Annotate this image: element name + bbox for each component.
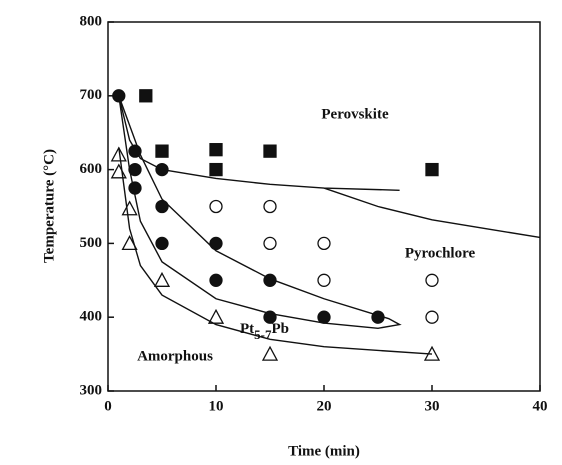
marker [425,310,439,324]
boundary-curve [323,187,541,239]
marker [425,273,439,287]
boundary-curve [118,147,433,355]
plot-frame [107,21,541,392]
marker [139,89,153,103]
y-tick-label: 700 [80,87,103,103]
x-tick-label: 30 [425,398,440,414]
region-label: Amorphous [137,348,213,364]
marker [209,162,223,177]
x-tick-label: 20 [317,398,332,414]
x-tick-label: 40 [533,398,548,414]
marker [317,310,331,324]
x-tick-label: 0 [104,398,112,414]
region-label: Pyrochlore [405,245,476,261]
marker [209,143,223,157]
marker [317,236,331,251]
x-tick-label: 10 [209,398,224,414]
marker [425,162,439,177]
marker [155,199,169,214]
marker [261,345,279,361]
marker [155,236,169,251]
marker [317,273,331,287]
marker [155,144,169,158]
y-axis-label: Temperature (°C) [41,149,57,263]
marker [110,146,127,162]
label-part: Pt [240,321,254,337]
label-part: Pb [272,321,290,337]
marker [207,308,225,324]
marker [263,144,277,158]
marker [110,163,127,179]
boundary-curve [118,95,400,191]
marker [209,236,223,251]
marker [263,236,277,251]
y-tick-label: 500 [80,235,103,251]
region-label: Perovskite [321,106,389,122]
label-subscript: 5-7 [254,327,272,342]
marker [153,271,171,287]
marker [121,200,138,216]
marker [209,273,223,287]
y-tick-label: 400 [80,309,103,325]
boundary-curve [118,95,402,329]
y-tick-label: 600 [80,161,103,177]
y-tick-label: 800 [80,13,103,29]
y-tick-label: 300 [80,382,103,398]
region-label: Pt5-7Pb [240,321,289,342]
marker [209,199,223,214]
marker [263,199,277,214]
x-axis-label: Time (min) [288,443,360,459]
